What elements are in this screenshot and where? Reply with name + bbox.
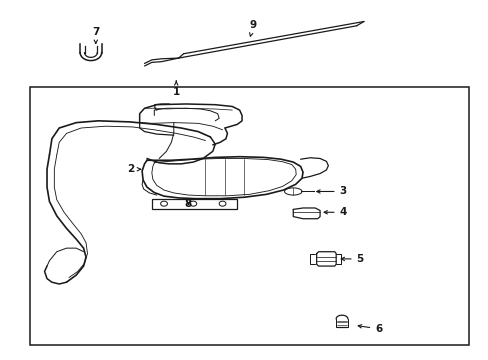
Text: 1: 1 xyxy=(172,81,180,97)
Bar xyxy=(152,199,237,209)
Bar xyxy=(30,87,468,345)
Text: 2: 2 xyxy=(127,164,141,174)
Text: 8: 8 xyxy=(184,199,192,209)
Text: 5: 5 xyxy=(341,254,363,264)
Text: 4: 4 xyxy=(324,207,346,217)
Text: 3: 3 xyxy=(316,186,346,197)
Text: 6: 6 xyxy=(357,324,382,334)
Text: 9: 9 xyxy=(249,20,256,36)
Text: 7: 7 xyxy=(92,27,99,43)
